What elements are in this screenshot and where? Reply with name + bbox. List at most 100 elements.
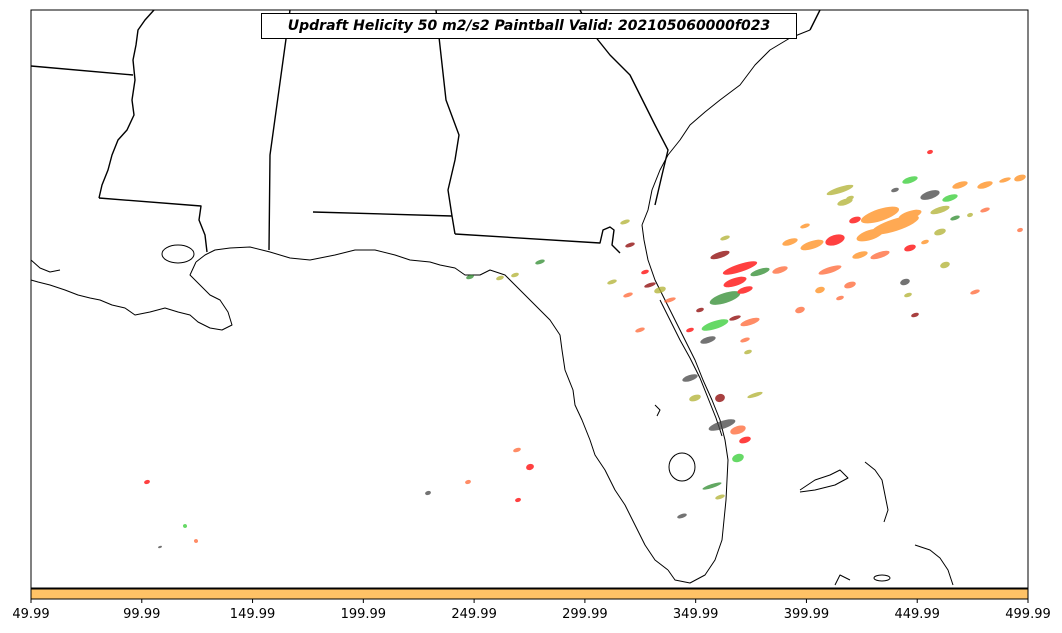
plot-border xyxy=(30,9,1029,589)
paintball-swath xyxy=(729,315,741,321)
map-title: Updraft Helicity 50 m2/s2 Paintball Vali… xyxy=(261,13,797,39)
coast-ms-islands xyxy=(30,259,61,273)
paintball-swath xyxy=(144,479,150,485)
paintball-swath xyxy=(815,286,825,294)
paintball-swath xyxy=(689,394,701,402)
paintball-swath xyxy=(891,187,899,193)
bahamas-grand xyxy=(799,469,849,493)
lake-george xyxy=(654,404,661,417)
paintball-swath xyxy=(870,250,890,260)
paintball-swath xyxy=(708,419,736,431)
paintball-swath xyxy=(800,223,810,229)
paintball-swath xyxy=(898,209,922,221)
coastline-louisiana xyxy=(30,261,233,331)
colorbar-tick-label: 499.99 xyxy=(1005,607,1051,622)
colorbar-tick-label: 149.99 xyxy=(230,607,276,622)
paintball-swath xyxy=(496,275,504,281)
paintball-swath xyxy=(999,177,1011,183)
state-border-ga-fl xyxy=(454,226,621,254)
lake-pontchartrain xyxy=(161,244,195,264)
colorbar-tick-label: 399.99 xyxy=(784,607,830,622)
paintball-swath xyxy=(664,297,676,303)
state-border-al-ga xyxy=(435,9,460,235)
paintball-swath xyxy=(950,215,960,221)
colorbar-tick-label: 49.99 xyxy=(12,607,49,622)
bahamas-andros xyxy=(914,544,954,586)
colorbar-tick-label: 349.99 xyxy=(673,607,719,622)
paintball-swath xyxy=(940,261,950,269)
coastline-indian-river xyxy=(659,299,723,437)
paintball-swath xyxy=(902,176,918,184)
paintball-swath xyxy=(730,425,746,435)
state-border-ms-la-south xyxy=(98,197,208,253)
paintball-swath xyxy=(623,292,633,298)
cuba-coast xyxy=(834,574,851,586)
paintball-swath xyxy=(970,289,980,295)
paintball-swath xyxy=(715,393,725,403)
paintball-swath xyxy=(904,244,916,252)
paintball-swath xyxy=(644,282,656,288)
colorbar-tick-label: 99.99 xyxy=(123,607,160,622)
paintball-swath xyxy=(980,207,990,213)
paintball-swath xyxy=(709,291,741,305)
paintball-swath xyxy=(920,190,940,200)
paintball-swaths xyxy=(144,149,1026,549)
paintball-swath xyxy=(686,327,694,333)
paintball-swath xyxy=(846,195,854,201)
paintball-swath xyxy=(466,274,474,280)
paintball-swath xyxy=(1017,227,1023,233)
paintball-swath xyxy=(677,513,687,519)
paintball-swath xyxy=(465,479,471,485)
paintball-swath xyxy=(849,216,861,224)
paintball-swath xyxy=(620,219,630,225)
paintball-swath xyxy=(732,453,744,463)
paintball-swath xyxy=(737,286,753,294)
paintball-swath xyxy=(710,250,730,260)
paintball-swath xyxy=(852,251,868,259)
colorbar-tick-label: 299.99 xyxy=(562,607,608,622)
paintball-swath xyxy=(722,261,758,275)
colorbar-tick-label: 199.99 xyxy=(341,607,387,622)
lake-okeechobee xyxy=(668,452,696,482)
colorbar xyxy=(30,588,1029,600)
bahamas-abaco xyxy=(864,461,889,523)
paintball-swath xyxy=(696,307,704,313)
paintball-swath xyxy=(826,184,854,196)
paintball-swath xyxy=(911,312,919,318)
paintball-swath xyxy=(930,205,950,215)
paintball-swath xyxy=(795,306,805,314)
paintball-swath xyxy=(682,374,698,382)
paintball-swath xyxy=(977,181,993,189)
paintball-swath xyxy=(641,269,649,275)
paintball-swath xyxy=(740,317,760,327)
paintball-swath xyxy=(607,279,617,285)
paintball-swath xyxy=(715,494,725,500)
paintball-swath xyxy=(967,212,973,218)
paintball-swath xyxy=(1014,174,1026,182)
paintball-swath xyxy=(904,292,912,298)
paintball-swath xyxy=(511,272,519,278)
paintball-swath xyxy=(425,490,431,496)
paintball-swath xyxy=(158,545,162,549)
colorbar-tick-label: 249.99 xyxy=(451,607,497,622)
paintball-swath xyxy=(740,337,750,343)
paintball-swath xyxy=(942,194,958,202)
paintball-swath xyxy=(526,463,534,471)
coastline-florida-west xyxy=(195,246,669,571)
paintball-swath xyxy=(750,267,770,277)
paintball-swath xyxy=(701,319,729,331)
state-border-al-fl xyxy=(312,211,453,217)
paintball-swath xyxy=(744,349,752,355)
paintball-swath xyxy=(183,524,187,528)
paintball-swath xyxy=(800,239,824,251)
paintball-swath xyxy=(654,286,666,294)
paintball-swath xyxy=(825,234,845,246)
paintball-swath xyxy=(635,327,645,333)
paintball-swath xyxy=(625,242,635,248)
paintball-swath xyxy=(515,497,521,503)
state-border-sc-nc xyxy=(809,9,821,31)
paintball-swath xyxy=(700,336,716,344)
paintball-swath xyxy=(772,266,788,274)
paintball-swath xyxy=(900,278,910,286)
